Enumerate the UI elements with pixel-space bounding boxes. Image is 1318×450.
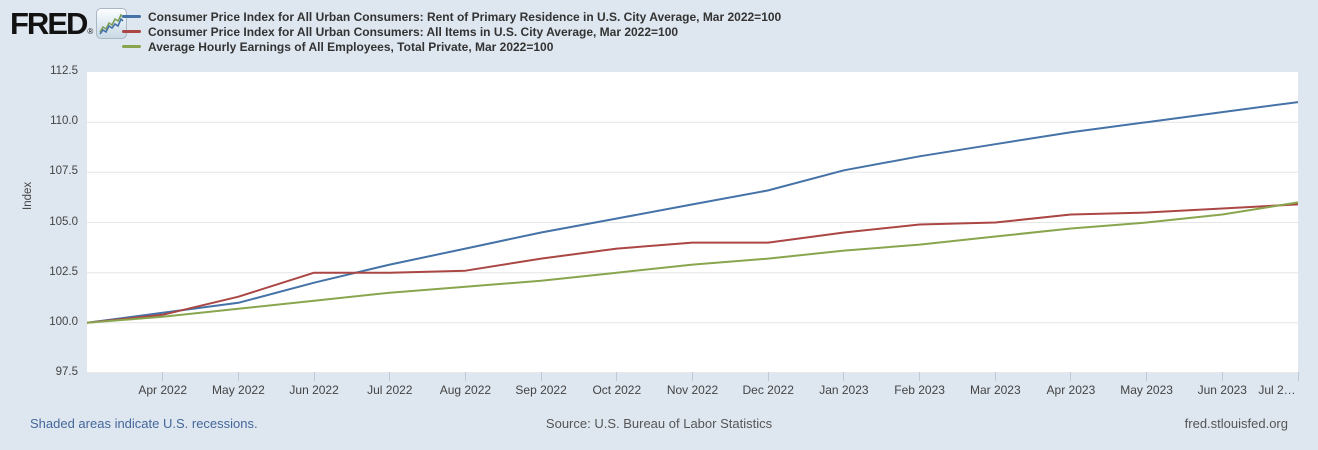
- legend-item-rent-cpi: Consumer Price Index for All Urban Consu…: [122, 9, 781, 24]
- y-axis-tick-label: 110.0: [50, 115, 78, 128]
- x-axis-tick-label: May 2022: [212, 383, 265, 397]
- x-axis-tick-label: Apr 2022: [138, 383, 188, 397]
- x-axis-tick: [919, 372, 921, 381]
- x-axis-tick-label: Jul 2…: [1258, 383, 1296, 397]
- chart-lines-svg: [86, 101, 1299, 374]
- x-axis-tick: [616, 372, 618, 381]
- y-axis-tick-label: 112.5: [50, 65, 78, 77]
- x-axis-tick-label: Jun 2023: [1197, 383, 1247, 397]
- y-axis-title: Index: [22, 181, 34, 210]
- series-line-2: [86, 201, 1299, 324]
- fred-sparkline-chart-icon: [96, 8, 128, 39]
- x-axis-tick: [1297, 372, 1299, 381]
- x-axis-tick-label: Jun 2022: [289, 383, 339, 397]
- x-axis-tick: [692, 372, 693, 381]
- y-axis-tick-label: 97.5: [55, 366, 78, 378]
- legend-line-swatch-green: [122, 45, 141, 48]
- fred-site-link[interactable]: fred.stlouisfed.org: [1184, 416, 1288, 431]
- series-line-0: [86, 101, 1299, 324]
- x-axis-tick: [162, 372, 164, 381]
- fred-logo-text: FRED: [10, 5, 88, 41]
- legend-label: Consumer Price Index for All Urban Consu…: [148, 9, 782, 24]
- y-axis-tick-label: 105.0: [49, 215, 78, 228]
- legend-item-all-items-cpi: Consumer Price Index for All Urban Consu…: [122, 24, 781, 39]
- fred-logo-registered-mark: ®: [87, 27, 94, 36]
- x-axis-tick: [389, 372, 391, 381]
- y-axis-tick-label: 107.5: [49, 165, 78, 178]
- x-axis-tick-label: Aug 2022: [439, 383, 492, 397]
- x-axis-tick-label: Feb 2023: [894, 383, 945, 397]
- chart-plot-area[interactable]: [86, 72, 1299, 374]
- legend-item-avg-hourly-earnings: Average Hourly Earnings of All Employees…: [122, 39, 781, 54]
- legend-label: Consumer Price Index for All Urban Consu…: [148, 24, 679, 39]
- legend-line-swatch-blue: [122, 15, 141, 18]
- x-axis-tick-label: Mar 2023: [969, 383, 1021, 397]
- recessions-note: Shaded areas indicate U.S. recessions.: [30, 416, 258, 431]
- x-axis-tick-label: Apr 2023: [1046, 383, 1096, 397]
- x-axis-tick: [843, 372, 845, 381]
- x-axis-tick-label: May 2023: [1120, 383, 1173, 397]
- x-axis-tick: [1146, 372, 1148, 381]
- x-axis-tick: [1221, 372, 1223, 381]
- source-text: Source: U.S. Bureau of Labor Statistics: [545, 416, 773, 431]
- x-axis-tick: [464, 372, 466, 381]
- x-axis-tick: [313, 372, 315, 381]
- x-axis-tick-label: Jul 2022: [367, 383, 413, 397]
- x-axis-tick: [237, 372, 239, 381]
- fred-logo[interactable]: FRED ®: [10, 5, 128, 41]
- series-line-1: [86, 203, 1299, 324]
- x-axis-tick-label: Dec 2022: [742, 383, 794, 397]
- y-axis-tick-label: 102.5: [49, 265, 78, 278]
- x-axis-tick: [1070, 372, 1072, 381]
- x-axis-tick: [540, 372, 542, 381]
- x-axis-tick: [994, 372, 996, 381]
- x-axis-tick-label: Oct 2022: [592, 383, 642, 397]
- legend-label: Average Hourly Earnings of All Employees…: [148, 39, 554, 54]
- x-axis-tick-label: Jan 2023: [819, 383, 869, 397]
- x-axis-tick-label: Sep 2022: [515, 383, 567, 397]
- chart-legend: Consumer Price Index for All Urban Consu…: [122, 9, 781, 54]
- x-axis-tick-label: Nov 2022: [666, 383, 719, 397]
- legend-line-swatch-red: [122, 30, 141, 33]
- y-axis-tick-label: 100.0: [49, 315, 78, 328]
- x-axis-tick: [767, 372, 769, 381]
